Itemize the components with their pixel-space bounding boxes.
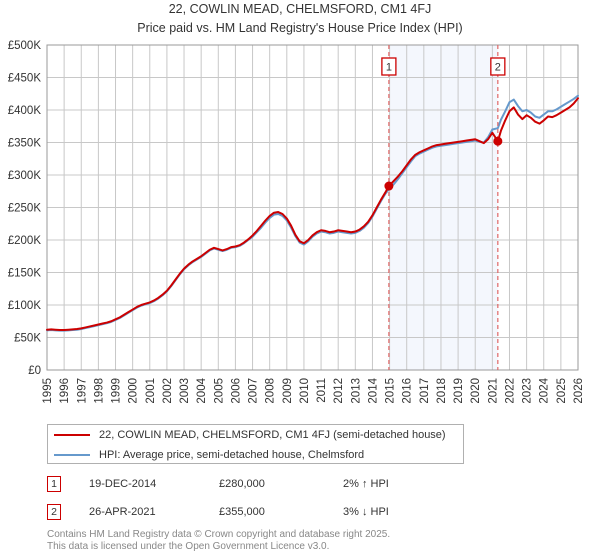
x-axis-label: 1996 xyxy=(59,378,71,404)
x-axis-label: 2010 xyxy=(299,378,311,404)
transaction-row-1[interactable]: 1 19-DEC-2014 £280,000 2% ↑ HPI xyxy=(47,473,389,495)
transaction-price-1: £280,000 xyxy=(219,478,265,490)
page-title: 22, COWLIN MEAD, CHELMSFORD, CM1 4FJ Pri… xyxy=(0,0,600,38)
x-axis-label: 2020 xyxy=(470,378,482,404)
x-axis-label: 2021 xyxy=(487,378,499,404)
marker-label-2: 2 xyxy=(495,62,501,74)
y-axis-label: £100K xyxy=(8,300,42,312)
legend-label-property: 22, COWLIN MEAD, CHELMSFORD, CM1 4FJ (se… xyxy=(99,429,446,441)
y-axis-label: £250K xyxy=(8,203,42,215)
price-history-chart: £0 £50K £100K £150K £200K £250K £300K £350K £400… xyxy=(0,40,600,415)
x-axis-label: 2009 xyxy=(282,378,294,404)
x-axis-label: 2005 xyxy=(213,378,225,404)
x-axis-label: 2026 xyxy=(573,378,585,404)
y-axis-label: £50K xyxy=(14,333,41,345)
x-axis-label: 2011 xyxy=(316,378,328,403)
sale-point-1[interactable] xyxy=(384,181,394,191)
x-axis-label: 1997 xyxy=(76,378,88,404)
x-axis-label: 1998 xyxy=(93,378,105,404)
x-axis-label: 2007 xyxy=(248,378,260,404)
x-axis-label: 2024 xyxy=(539,377,551,403)
y-axis-label: £300K xyxy=(8,170,42,182)
y-axis-label: £200K xyxy=(8,235,42,247)
y-axis-label: £400K xyxy=(8,105,42,117)
x-axis-label: 2025 xyxy=(556,378,568,404)
y-axis-label: £450K xyxy=(8,73,42,85)
legend-item-property: 22, COWLIN MEAD, CHELMSFORD, CM1 4FJ (se… xyxy=(48,425,463,445)
transaction-date-1: 19-DEC-2014 xyxy=(89,478,157,490)
x-axis-label: 2002 xyxy=(162,378,174,404)
series-line-property xyxy=(46,97,579,332)
x-axis-label: 2008 xyxy=(265,378,277,404)
title-line-1: 22, COWLIN MEAD, CHELMSFORD, CM1 4FJ xyxy=(168,2,432,16)
transaction-price-2: £355,000 xyxy=(219,506,265,518)
x-axis-label: 2000 xyxy=(128,378,140,404)
transaction-badge-2: 2 xyxy=(47,504,61,520)
x-axis-label: 2004 xyxy=(196,377,208,403)
x-axis-label: 2013 xyxy=(350,378,362,404)
transaction-row-2[interactable]: 2 26-APR-2021 £355,000 3% ↓ HPI xyxy=(47,501,389,523)
footer-line-2: This data is licensed under the Open Gov… xyxy=(47,541,330,552)
legend-item-hpi: HPI: Average price, semi-detached house,… xyxy=(48,445,463,465)
sale-point-2[interactable] xyxy=(493,136,503,146)
x-axis-label: 2014 xyxy=(367,377,379,403)
transaction-delta-1: 2% ↑ HPI xyxy=(343,478,389,490)
title-line-2: Price paid vs. HM Land Registry's House … xyxy=(137,21,463,35)
x-axis-label: 2003 xyxy=(179,378,191,404)
marker-box-1[interactable] xyxy=(381,57,397,76)
x-axis-label: 2018 xyxy=(436,378,448,404)
x-axis-label: 2006 xyxy=(230,378,242,404)
marker-label-1: 1 xyxy=(386,62,392,74)
x-axis-label: 2012 xyxy=(333,378,345,404)
transaction-delta-2: 3% ↓ HPI xyxy=(343,506,389,518)
y-axis-label: £150K xyxy=(8,268,42,280)
transaction-badge-1: 1 xyxy=(47,476,61,492)
y-axis-label: £350K xyxy=(8,138,42,150)
legend-swatch-property xyxy=(54,434,90,436)
x-axis-label: 1995 xyxy=(42,378,54,404)
x-axis-label: 1999 xyxy=(111,378,123,404)
footer-line-1: Contains HM Land Registry data © Crown c… xyxy=(47,529,391,540)
marker-box-2[interactable] xyxy=(490,57,506,76)
y-axis-label: £500K xyxy=(8,40,42,52)
x-axis-label: 2022 xyxy=(504,378,516,404)
x-axis-label: 2017 xyxy=(419,378,431,404)
x-axis-label: 2015 xyxy=(385,378,397,404)
legend-label-hpi: HPI: Average price, semi-detached house,… xyxy=(99,449,365,461)
x-axis-label: 2001 xyxy=(145,378,157,404)
chart-svg: £0 £50K £100K £150K £200K £250K £300K £350K £400… xyxy=(8,40,585,404)
x-axis-label: 2023 xyxy=(522,378,534,404)
y-axis-label: £0 xyxy=(28,365,41,377)
legend-swatch-hpi xyxy=(54,454,90,456)
x-axis-label: 2016 xyxy=(402,378,414,404)
plot-border xyxy=(46,44,579,371)
footer-attribution: Contains HM Land Registry data © Crown c… xyxy=(47,529,587,553)
chart-legend: 22, COWLIN MEAD, CHELMSFORD, CM1 4FJ (se… xyxy=(47,424,464,464)
transaction-date-2: 26-APR-2021 xyxy=(89,506,156,518)
x-axis-label: 2019 xyxy=(453,378,465,404)
